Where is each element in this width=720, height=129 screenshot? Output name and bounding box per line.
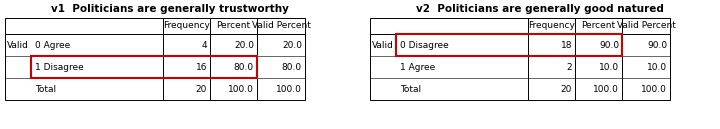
Text: Percent: Percent (217, 22, 251, 30)
Text: Total: Total (35, 84, 56, 94)
Text: Valid: Valid (372, 41, 394, 50)
Text: 80.0: 80.0 (234, 62, 254, 71)
Text: Frequency: Frequency (528, 22, 575, 30)
Text: 1 Agree: 1 Agree (400, 62, 436, 71)
Text: 100.0: 100.0 (276, 84, 302, 94)
Text: 20.0: 20.0 (282, 41, 302, 50)
Text: Valid Percent: Valid Percent (251, 22, 310, 30)
Text: Valid: Valid (7, 41, 29, 50)
Text: v1  Politicians are generally trustworthy: v1 Politicians are generally trustworthy (51, 4, 289, 14)
Text: Total: Total (400, 84, 421, 94)
Text: 20: 20 (196, 84, 207, 94)
Text: 80.0: 80.0 (282, 62, 302, 71)
Text: Valid Percent: Valid Percent (616, 22, 675, 30)
Text: Percent: Percent (582, 22, 616, 30)
Text: 4: 4 (202, 41, 207, 50)
Text: 10.0: 10.0 (647, 62, 667, 71)
Text: 18: 18 (560, 41, 572, 50)
Text: 0 Disagree: 0 Disagree (400, 41, 449, 50)
Text: 10.0: 10.0 (599, 62, 619, 71)
Text: 16: 16 (196, 62, 207, 71)
Bar (31, 56, 257, 78)
Text: 20: 20 (561, 84, 572, 94)
Bar (370, 18, 670, 100)
Text: 1 Disagree: 1 Disagree (35, 62, 84, 71)
Text: 100.0: 100.0 (641, 84, 667, 94)
Bar (396, 34, 622, 56)
Text: 100.0: 100.0 (593, 84, 619, 94)
Text: 90.0: 90.0 (647, 41, 667, 50)
Text: Frequency: Frequency (163, 22, 210, 30)
Text: 2: 2 (567, 62, 572, 71)
Text: 0 Agree: 0 Agree (35, 41, 71, 50)
Text: 20.0: 20.0 (234, 41, 254, 50)
Text: 90.0: 90.0 (599, 41, 619, 50)
Text: 100.0: 100.0 (228, 84, 254, 94)
Text: v2  Politicians are generally good natured: v2 Politicians are generally good nature… (416, 4, 664, 14)
Bar (5, 18, 305, 100)
